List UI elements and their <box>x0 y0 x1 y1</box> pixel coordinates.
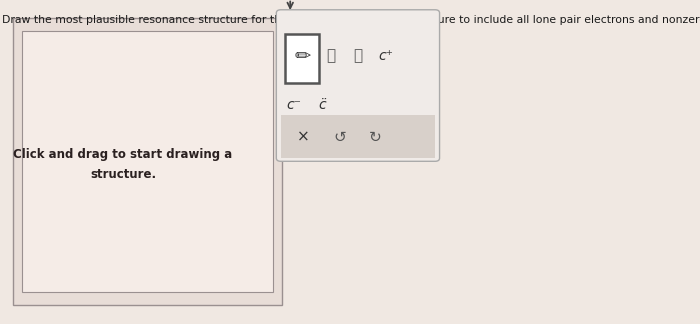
Text: 📎: 📎 <box>326 49 335 64</box>
Text: c̈: c̈ <box>318 98 326 112</box>
Text: ↺: ↺ <box>333 130 346 145</box>
Text: ↻: ↻ <box>369 130 382 145</box>
Bar <box>22 30 273 292</box>
FancyBboxPatch shape <box>276 10 440 161</box>
Text: 👋: 👋 <box>354 49 363 64</box>
Text: Draw the most plausible resonance structure for the isocyanate ion, CNO⁻. Be sur: Draw the most plausible resonance struct… <box>2 15 700 25</box>
FancyBboxPatch shape <box>286 34 318 83</box>
Bar <box>281 115 435 158</box>
Text: c⁺: c⁺ <box>378 49 393 63</box>
Text: Click and drag to start drawing a: Click and drag to start drawing a <box>13 148 232 161</box>
Text: ×: × <box>297 130 309 145</box>
Text: c⁻: c⁻ <box>287 98 302 112</box>
Bar <box>13 18 281 305</box>
Text: ✏: ✏ <box>295 47 312 65</box>
Text: structure.: structure. <box>90 168 156 180</box>
